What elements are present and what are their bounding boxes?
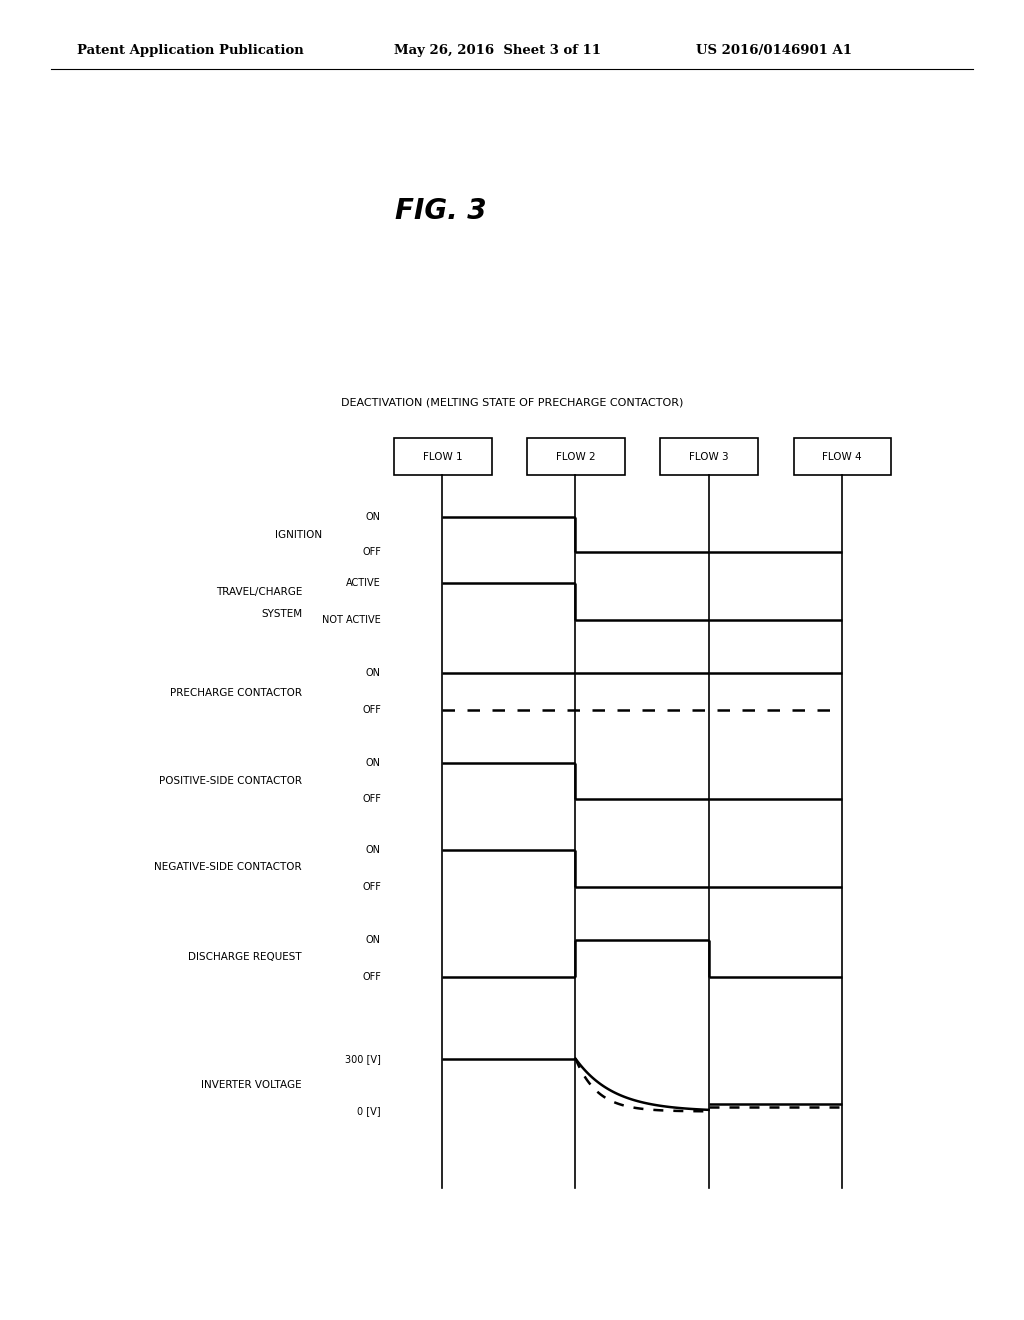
Text: SYSTEM: SYSTEM [261, 610, 302, 619]
Text: Patent Application Publication: Patent Application Publication [77, 44, 303, 57]
Text: ACTIVE: ACTIVE [346, 578, 381, 589]
Text: 0 [V]: 0 [V] [357, 1106, 381, 1117]
Text: ON: ON [366, 512, 381, 523]
Text: OFF: OFF [362, 972, 381, 982]
Text: ON: ON [366, 845, 381, 855]
Text: NOT ACTIVE: NOT ACTIVE [323, 615, 381, 626]
Text: FIG. 3: FIG. 3 [394, 197, 486, 226]
FancyBboxPatch shape [660, 438, 758, 475]
Text: US 2016/0146901 A1: US 2016/0146901 A1 [696, 44, 852, 57]
Text: POSITIVE-SIDE CONTACTOR: POSITIVE-SIDE CONTACTOR [159, 776, 302, 787]
Text: INVERTER VOLTAGE: INVERTER VOLTAGE [202, 1080, 302, 1090]
Text: ON: ON [366, 668, 381, 678]
Text: NEGATIVE-SIDE CONTACTOR: NEGATIVE-SIDE CONTACTOR [155, 862, 302, 873]
Text: FLOW 1: FLOW 1 [423, 451, 463, 462]
Text: FLOW 3: FLOW 3 [689, 451, 729, 462]
Text: OFF: OFF [362, 546, 381, 557]
Text: OFF: OFF [362, 705, 381, 715]
Text: IGNITION: IGNITION [275, 529, 323, 540]
FancyBboxPatch shape [794, 438, 891, 475]
Text: FLOW 2: FLOW 2 [556, 451, 596, 462]
Text: ON: ON [366, 935, 381, 945]
Text: TRAVEL/CHARGE: TRAVEL/CHARGE [216, 587, 302, 597]
FancyBboxPatch shape [394, 438, 492, 475]
Text: FLOW 4: FLOW 4 [822, 451, 862, 462]
Text: OFF: OFF [362, 793, 381, 804]
Text: ON: ON [366, 758, 381, 768]
Text: DEACTIVATION (MELTING STATE OF PRECHARGE CONTACTOR): DEACTIVATION (MELTING STATE OF PRECHARGE… [341, 397, 683, 408]
Text: OFF: OFF [362, 882, 381, 892]
FancyBboxPatch shape [527, 438, 625, 475]
Text: DISCHARGE REQUEST: DISCHARGE REQUEST [188, 952, 302, 962]
Text: May 26, 2016  Sheet 3 of 11: May 26, 2016 Sheet 3 of 11 [394, 44, 601, 57]
Text: 300 [V]: 300 [V] [345, 1053, 381, 1064]
Text: PRECHARGE CONTACTOR: PRECHARGE CONTACTOR [170, 688, 302, 698]
